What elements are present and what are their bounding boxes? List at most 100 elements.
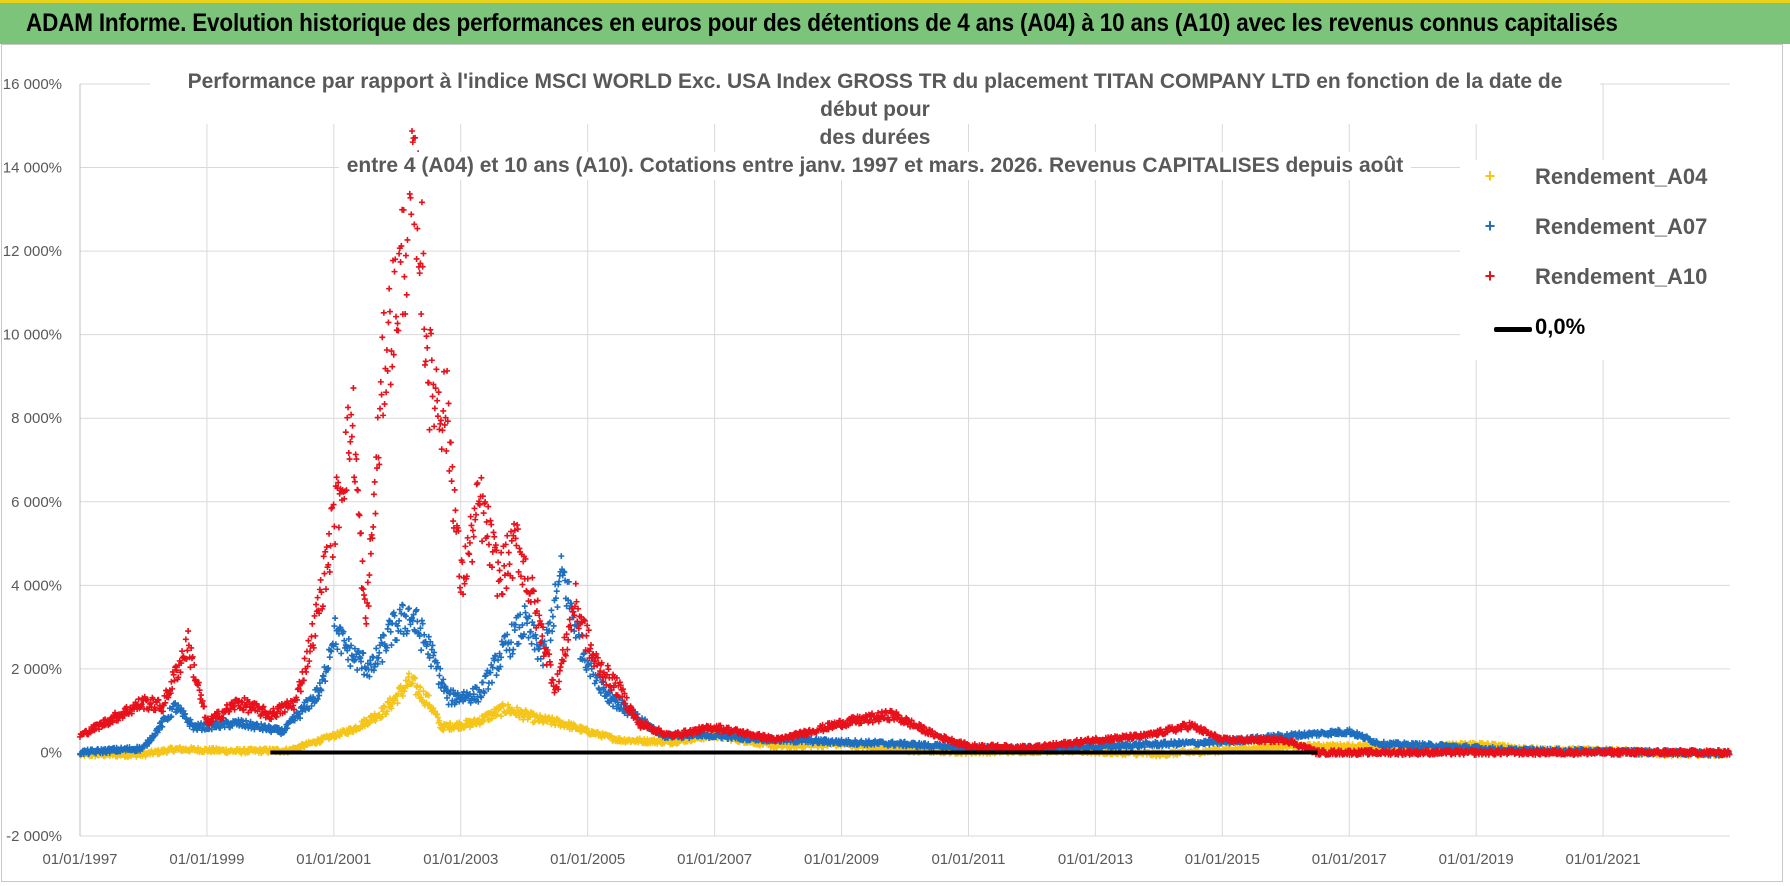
data-point [433, 366, 440, 373]
x-tick-label: 01/01/2003 [423, 851, 498, 868]
data-point [338, 650, 345, 657]
data-point [418, 199, 425, 206]
data-point [347, 663, 354, 670]
data-point [469, 558, 476, 565]
x-tick-label: 01/01/2001 [296, 851, 371, 868]
data-point [364, 579, 371, 586]
data-point [424, 344, 431, 351]
data-point [397, 258, 404, 265]
data-point [394, 700, 401, 707]
data-point [452, 507, 459, 514]
data-point [434, 397, 441, 404]
data-point [440, 407, 447, 414]
data-point [554, 604, 561, 611]
data-point [478, 474, 485, 481]
report-banner: ADAM Informe. Evolution historique des p… [0, 0, 1790, 44]
data-point [354, 487, 361, 494]
data-point [447, 439, 454, 446]
data-point [558, 553, 565, 560]
data-point [335, 524, 342, 531]
data-point [326, 530, 333, 537]
data-point [550, 622, 557, 629]
data-point [362, 615, 369, 622]
data-point [385, 319, 392, 326]
data-point [480, 510, 487, 517]
data-point [471, 505, 478, 512]
x-tick-label: 01/01/2021 [1566, 851, 1641, 868]
data-point [182, 636, 189, 643]
data-point [488, 679, 495, 686]
data-point [412, 675, 419, 682]
data-point [494, 711, 501, 718]
data-point [366, 719, 373, 726]
x-tick-label: 01/01/2017 [1312, 851, 1387, 868]
data-point [168, 713, 175, 720]
data-point [421, 326, 428, 333]
data-point [171, 677, 178, 684]
data-point [478, 694, 485, 701]
data-point [473, 511, 479, 518]
data-point [402, 677, 409, 684]
data-point [344, 414, 351, 421]
data-point [429, 393, 436, 400]
data-point [303, 668, 310, 675]
data-point [485, 503, 492, 510]
data-point [383, 708, 390, 715]
data-point [377, 405, 384, 412]
data-point [422, 358, 429, 365]
data-point [370, 523, 377, 530]
data-point [467, 513, 474, 520]
data-point [428, 357, 435, 364]
data-point [312, 632, 319, 639]
data-point [156, 726, 163, 733]
y-tick-label: -2 000% [6, 828, 62, 845]
data-point [495, 559, 502, 566]
data-point [418, 311, 425, 318]
report-title: ADAM Informe. Evolution historique des p… [26, 9, 1618, 37]
data-point [367, 550, 374, 557]
data-point [379, 713, 386, 720]
data-point [499, 591, 506, 598]
data-point [346, 456, 353, 463]
data-point [418, 647, 425, 654]
y-tick-label: 12 000% [3, 243, 62, 260]
x-tick-label: 01/01/1999 [169, 851, 244, 868]
data-point [348, 411, 355, 418]
x-tick-label: 01/01/2015 [1185, 851, 1260, 868]
y-tick-label: 0% [40, 744, 62, 761]
x-tick-label: 01/01/2009 [804, 851, 879, 868]
data-point [401, 273, 408, 280]
data-point [462, 543, 469, 550]
data-point [383, 347, 390, 354]
data-point [386, 285, 393, 292]
data-point [450, 518, 457, 525]
data-point [553, 588, 560, 595]
data-point [505, 549, 512, 556]
data-point [394, 320, 401, 327]
data-point [470, 533, 477, 540]
data-point [333, 474, 340, 481]
data-point [372, 510, 379, 517]
data-point [493, 672, 500, 679]
data-point [359, 558, 366, 565]
data-point [444, 367, 451, 374]
x-tick-label: 01/01/2011 [931, 851, 1005, 868]
data-point [441, 421, 448, 428]
data-point [510, 646, 517, 653]
data-point [350, 385, 357, 392]
data-point [305, 637, 312, 644]
chart-frame [1, 44, 1783, 882]
data-point [374, 414, 381, 421]
data-point [389, 363, 396, 370]
data-point [534, 597, 541, 604]
data-point [404, 236, 411, 243]
data-point [474, 480, 481, 487]
data-point [377, 378, 384, 385]
y-tick-label: 16 000% [3, 76, 62, 93]
data-point [414, 225, 421, 232]
data-point [446, 467, 453, 474]
data-point [404, 683, 411, 690]
data-point [524, 575, 531, 582]
data-point [485, 541, 492, 548]
